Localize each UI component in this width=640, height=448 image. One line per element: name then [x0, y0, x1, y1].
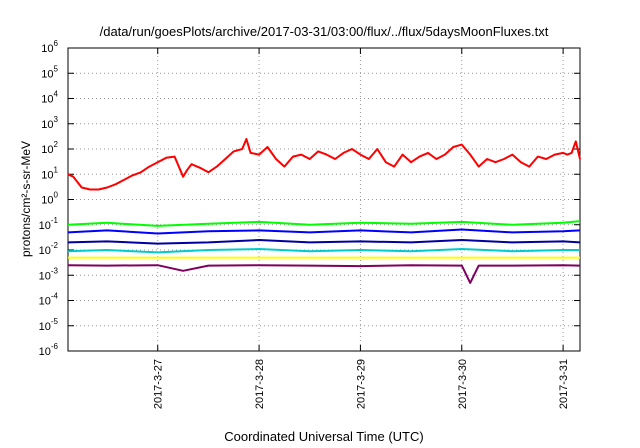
y-tick-label: 10-5 [39, 317, 59, 333]
y-tick-exponent: 1 [54, 165, 59, 174]
y-tick-exponent: 5 [54, 64, 59, 73]
y-tick-base: 10 [41, 144, 53, 156]
x-tick-label: 2017-3-30 [457, 359, 469, 409]
y-tick-exponent: 0 [54, 191, 59, 200]
chart-title: /data/run/goesPlots/archive/2017-03-31/0… [100, 24, 549, 39]
series-line [67, 248, 580, 254]
y-tick-label: 101 [41, 165, 58, 181]
series-line [67, 228, 581, 235]
x-tick-label: 2017-3-29 [355, 359, 367, 409]
x-axis: 2017-3-27 2017-3-28 2017-3-29 2017-3-30 2017… [153, 48, 570, 409]
y-tick-label: 100 [41, 191, 58, 207]
y-tick-label: 106 [41, 39, 58, 55]
y-tick-exponent: -5 [51, 317, 59, 326]
y-tick-base: 10 [41, 169, 53, 181]
y-tick-exponent: 3 [54, 115, 59, 124]
y-tick-base: 10 [39, 220, 51, 232]
grid [68, 47, 580, 352]
y-tick-base: 10 [41, 68, 53, 80]
y-tick-exponent: -4 [51, 292, 59, 301]
y-tick-label: 105 [41, 64, 58, 80]
y-tick-label: 103 [41, 115, 58, 131]
y-axis: 10-610-510-410-310-210-11001011021031041… [39, 39, 580, 358]
y-tick-label: 104 [41, 90, 58, 106]
y-tick-exponent: 6 [54, 39, 59, 48]
y-tick-label: 10-1 [39, 216, 59, 232]
series-line [67, 138, 581, 191]
y-tick-base: 10 [41, 195, 53, 207]
y-tick-exponent: -1 [51, 216, 59, 225]
x-tick-label: 2017-3-27 [153, 359, 165, 409]
x-axis-label: Coordinated Universal Time (UTC) [224, 429, 423, 444]
y-tick-base: 10 [41, 119, 53, 131]
y-tick-base: 10 [41, 94, 53, 106]
series-line [67, 220, 581, 227]
series-line [67, 264, 581, 284]
y-tick-exponent: 4 [54, 90, 59, 99]
y-tick-base: 10 [39, 296, 51, 308]
y-tick-base: 10 [39, 321, 51, 333]
y-tick-base: 10 [41, 43, 53, 55]
y-tick-base: 10 [39, 245, 51, 257]
y-axis-label: protons/cm²-s-sr-MeV [19, 141, 33, 257]
series-line [67, 239, 581, 245]
y-tick-label: 102 [41, 140, 58, 156]
y-tick-label: 10-4 [39, 292, 59, 308]
y-tick-exponent: -3 [51, 266, 59, 275]
y-tick-base: 10 [39, 270, 51, 282]
y-tick-label: 10-6 [39, 342, 59, 358]
y-tick-label: 10-3 [39, 266, 59, 282]
series-group [67, 138, 581, 284]
y-tick-exponent: -2 [51, 241, 59, 250]
y-tick-label: 10-2 [39, 241, 59, 257]
x-tick-label: 2017-3-31 [558, 359, 570, 409]
y-tick-exponent: -6 [51, 342, 59, 351]
y-tick-exponent: 2 [54, 140, 59, 149]
y-tick-base: 10 [39, 346, 51, 358]
x-tick-label: 2017-3-28 [254, 359, 266, 409]
